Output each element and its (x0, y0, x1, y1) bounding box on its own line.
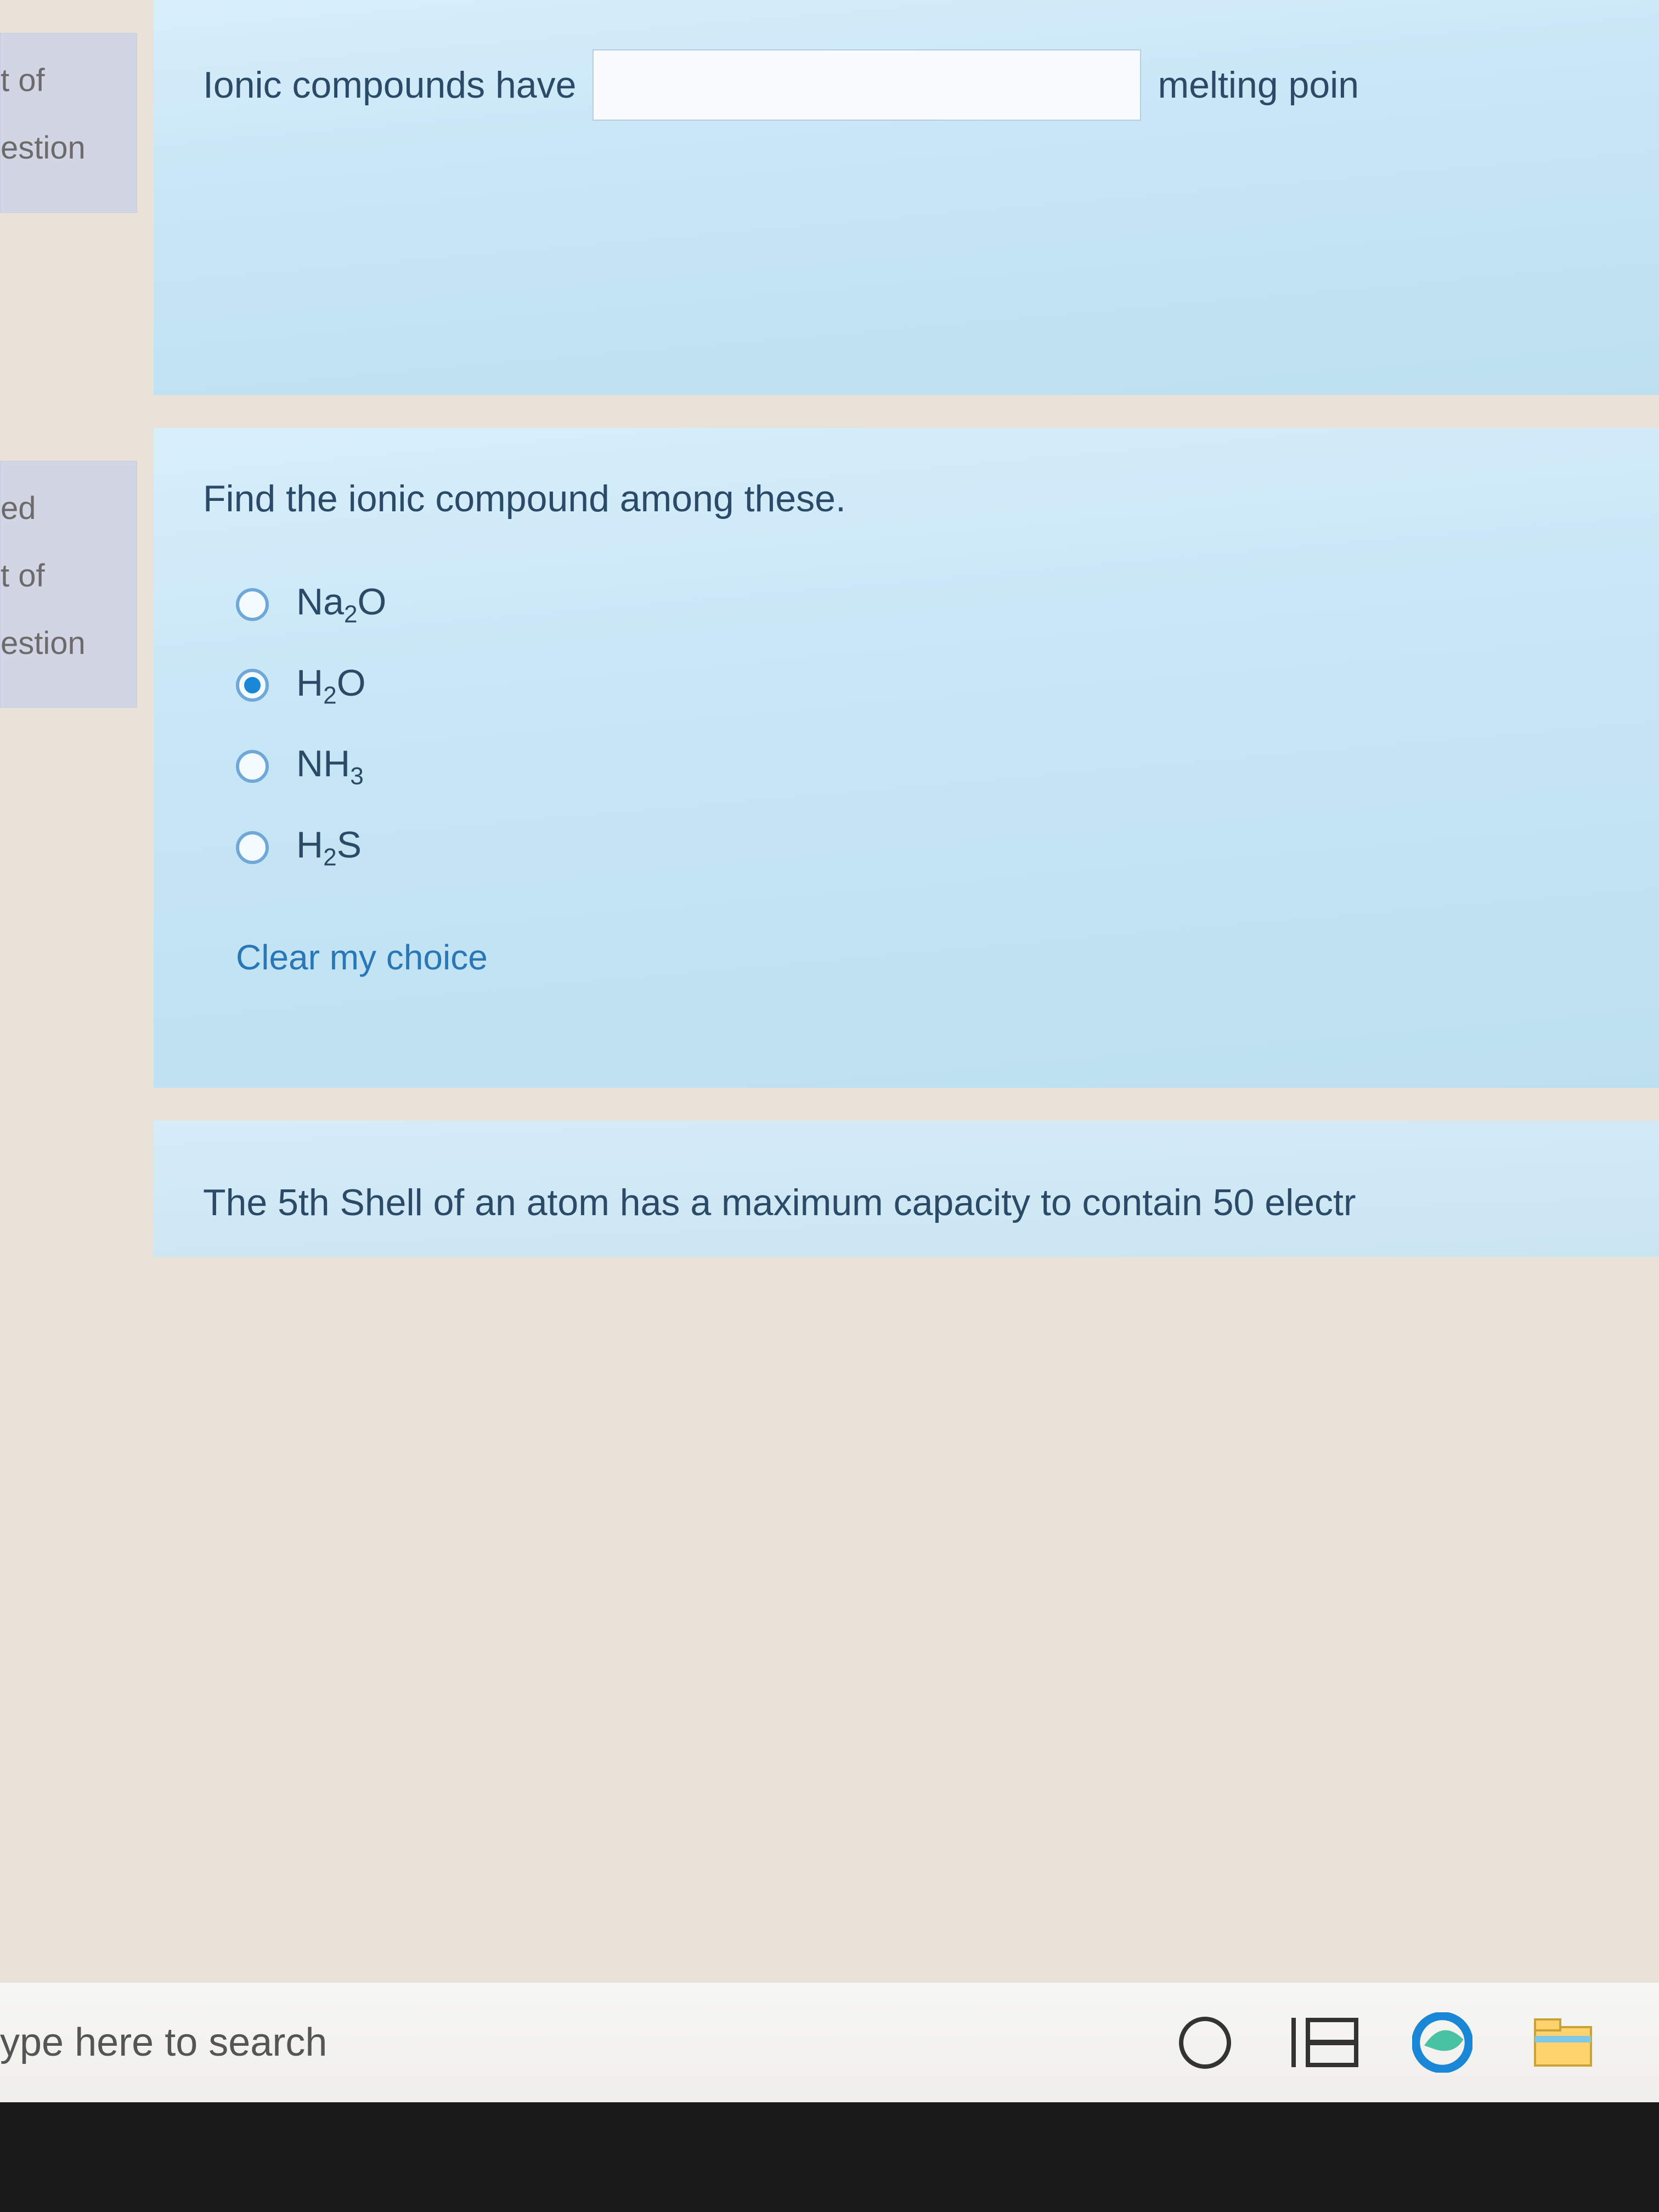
fill-blank-input[interactable] (592, 49, 1141, 121)
file-explorer-icon[interactable] (1533, 2015, 1593, 2070)
taskbar-icons (1179, 2012, 1637, 2073)
sentence-part-before: Ionic compounds have (203, 64, 576, 106)
sidebar-text: t of (1, 551, 126, 602)
question-body-1: Ionic compounds have melting poin (154, 0, 1659, 395)
radio-option-nh3[interactable]: NH3 (203, 726, 1615, 807)
question-prompt: The 5th Shell of an atom has a maximum c… (203, 1181, 1615, 1224)
sidebar-text: estion (1, 123, 126, 174)
question-sidebar-1: t of estion (0, 0, 154, 395)
option-label: H2S (296, 823, 362, 872)
question-block-3: The 5th Shell of an atom has a maximum c… (0, 1121, 1659, 1257)
radio-icon (236, 588, 269, 621)
option-label: H2O (296, 662, 366, 710)
radio-icon (236, 750, 269, 783)
search-placeholder-text: ype here to search (0, 2020, 327, 2065)
clear-choice-link[interactable]: Clear my choice (203, 888, 488, 978)
cortana-icon[interactable] (1179, 2017, 1231, 2069)
radio-option-h2o[interactable]: H2O (203, 645, 1615, 726)
question-body-2: Find the ionic compound among these. Na2… (154, 428, 1659, 1088)
sidebar-text: ed (1, 483, 126, 534)
question-block-2: ed t of estion Find the ionic compound a… (0, 428, 1659, 1088)
question-block-1: t of estion Ionic compounds have melting… (0, 0, 1659, 395)
sidebar-text: estion (1, 618, 126, 669)
question-sidebar-3 (0, 1121, 154, 1257)
radio-option-h2s[interactable]: H2S (203, 807, 1615, 888)
taskbar-search[interactable]: ype here to search (0, 2020, 768, 2065)
option-label: NH3 (296, 742, 364, 791)
sentence-part-after: melting poin (1158, 64, 1359, 106)
question-sidebar-2: ed t of estion (0, 428, 154, 1088)
radio-option-na2o[interactable]: Na2O (203, 564, 1615, 645)
fill-blank-sentence: Ionic compounds have melting poin (203, 49, 1615, 121)
windows-taskbar: ype here to search (0, 1982, 1659, 2102)
task-view-icon[interactable] (1291, 2018, 1352, 2067)
sidebar-info-box: ed t of estion (0, 461, 137, 708)
radio-icon (236, 831, 269, 864)
option-label: Na2O (296, 580, 386, 629)
sidebar-info-box: t of estion (0, 33, 137, 213)
monitor-bezel (0, 2102, 1659, 2212)
radio-icon (236, 669, 269, 702)
quiz-content: t of estion Ionic compounds have melting… (0, 0, 1659, 1454)
question-prompt: Find the ionic compound among these. (203, 477, 1615, 520)
edge-icon[interactable] (1412, 2012, 1472, 2073)
question-body-3: The 5th Shell of an atom has a maximum c… (154, 1121, 1659, 1257)
sidebar-text: t of (1, 55, 126, 106)
